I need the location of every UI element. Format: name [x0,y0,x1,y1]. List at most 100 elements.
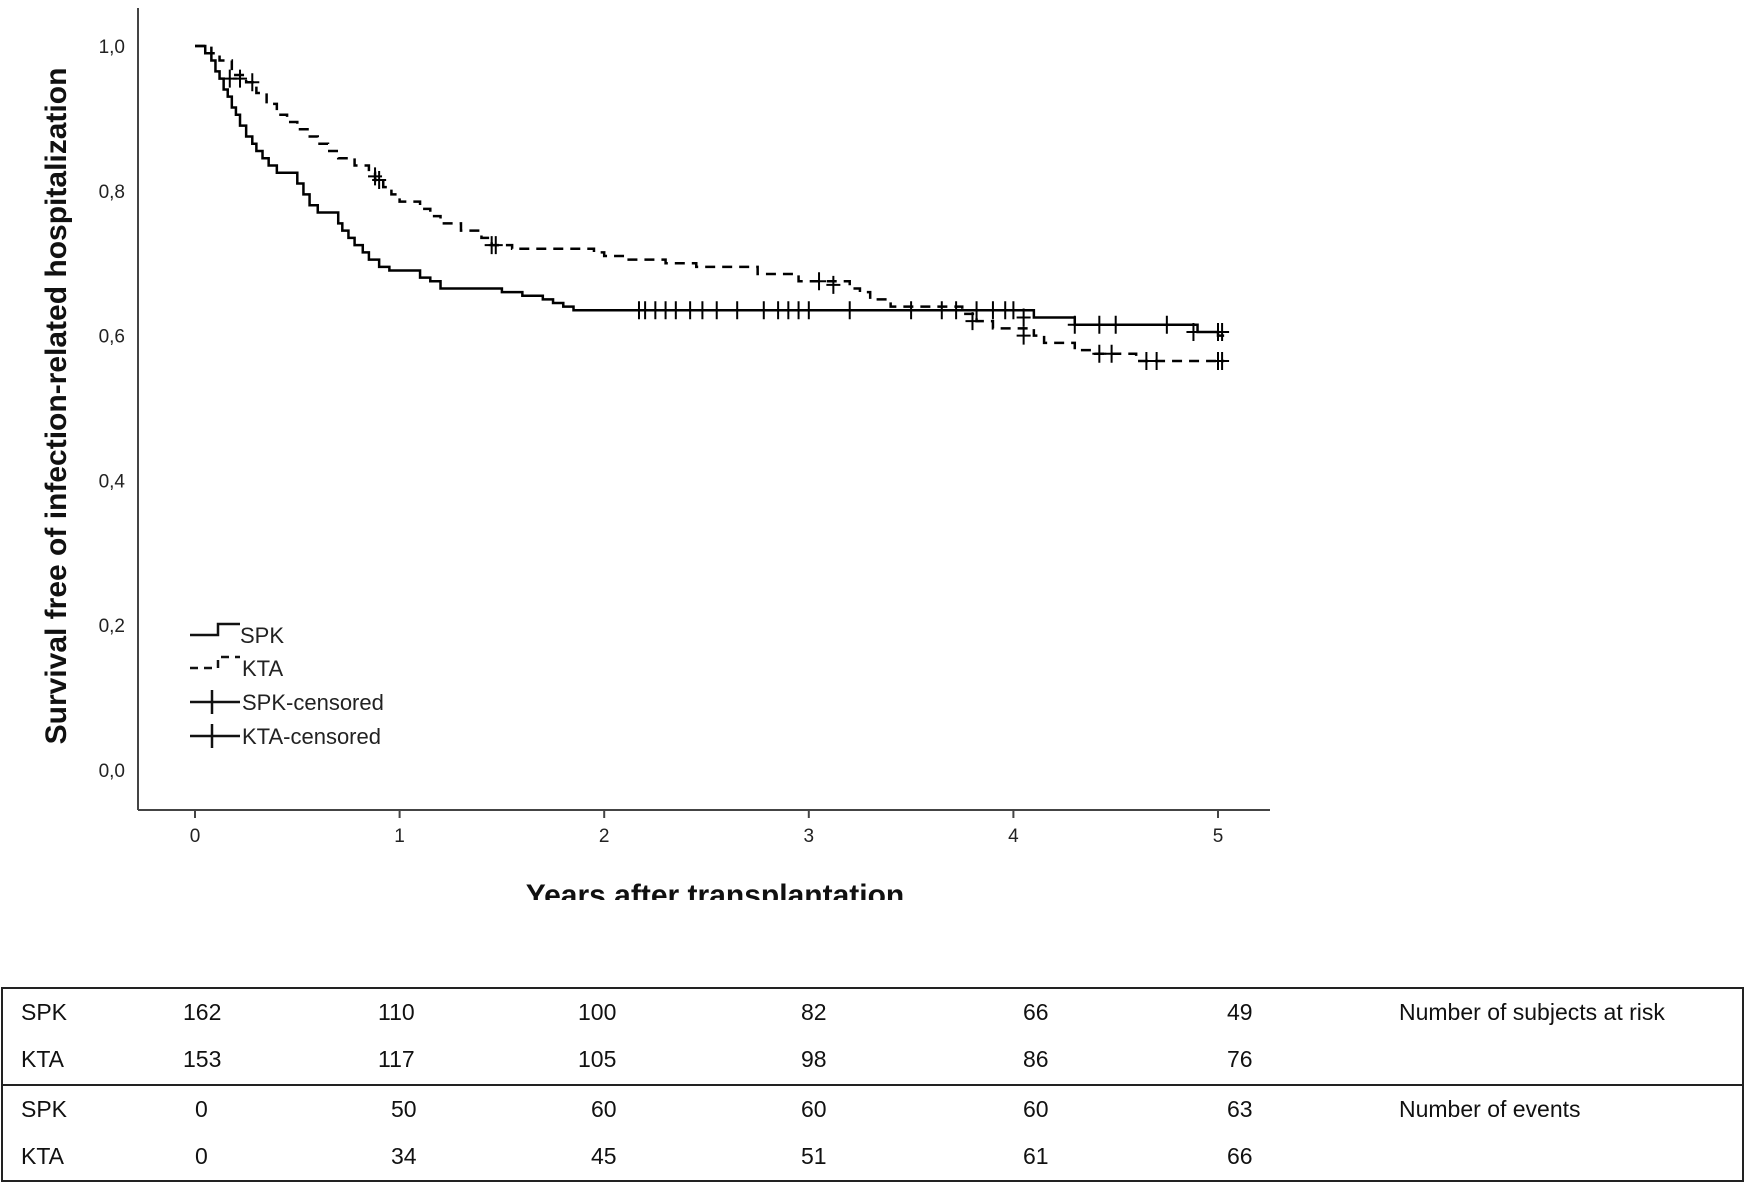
event-cell: 60 [591,1096,617,1122]
censor-mark-spk [904,301,919,320]
censor-mark-spk [730,301,745,320]
legend-label-kta: KTA [242,656,283,681]
y-tick-label: 0,4 [99,471,126,492]
censor-mark-spk [1006,301,1021,320]
y-tick-label: 0,8 [99,182,125,203]
risk-table: SPK 162 110 100 82 66 49 Number of subje… [1,987,1744,1182]
subjects-at-risk-label: Number of subjects at risk [1399,999,1665,1025]
risk-row-kta-events: KTA 0 34 45 51 61 66 [3,1133,1742,1180]
x-tick-label: 2 [599,826,610,847]
series-line-kta [195,44,1225,363]
legend-label-spk: SPK [240,623,284,648]
y-tick-labels: 0,0 0,2 0,4 0,6 0,8 1,0 [99,37,126,782]
censor-mark-spk [1108,315,1123,334]
risk-cell: 76 [1227,1046,1253,1072]
risk-cell: 49 [1227,999,1253,1025]
x-tick-label: 4 [1008,826,1019,847]
censor-mark-spk [1067,315,1082,334]
legend-item-kta-censored: KTA-censored [190,724,381,749]
event-cell: 66 [1227,1143,1253,1169]
censor-mark-spk [934,301,949,320]
legend-item-spk-censored: SPK-censored [190,690,384,715]
censor-mark-kta [233,69,248,88]
event-cell: 60 [1023,1096,1049,1122]
legend-item-spk: SPK [190,622,284,648]
event-cell: 0 [195,1143,208,1169]
risk-cell: 110 [378,999,415,1025]
censor-mark-spk [668,301,683,320]
legend: SPK KTA SPK-censored KTA-censored [190,622,384,749]
risk-cell: 100 [578,999,617,1025]
censor-mark-kta [1149,351,1164,370]
x-tick-label: 0 [190,826,201,847]
risk-cell: 105 [578,1046,617,1072]
row-group-label: SPK [21,1096,68,1122]
legend-item-kta: KTA [190,655,283,681]
censor-mark-spk [1092,315,1107,334]
censor-mark-spk [985,301,1000,320]
censor-mark-kta [965,312,980,331]
y-tick-label: 1,0 [99,37,125,58]
legend-swatch-spk-censored [190,690,240,714]
event-cell: 51 [801,1143,827,1169]
censor-mark-kta [826,275,841,294]
risk-row-spk-events: SPK 0 50 60 60 60 63 Number of events [3,1086,1742,1133]
events-label: Number of events [1399,1096,1581,1122]
row-group-label: KTA [21,1046,65,1072]
x-tick-label: 3 [804,826,815,847]
row-group-label: SPK [21,999,68,1025]
censor-mark-kta [1016,326,1031,345]
censor-mark-kta [372,170,387,189]
censor-mark-kta [812,272,827,291]
censor-mark-spk [695,301,710,320]
censor-mark-spk [756,301,771,320]
table-divider [3,1084,1742,1086]
y-tick-label: 0,6 [99,327,125,348]
legend-swatch-spk [190,622,240,637]
x-tick-label: 1 [394,826,405,847]
censor-mark-kta [245,73,260,92]
risk-cell: 117 [378,1046,415,1072]
censor-mark-spk [949,301,964,320]
event-cell: 60 [801,1096,827,1122]
censor-mark-spk [1215,322,1230,341]
risk-row-spk-at-risk: SPK 162 110 100 82 66 49 Number of subje… [3,989,1742,1036]
legend-label-spk-censored: SPK-censored [242,690,384,715]
censor-mark-kta [1215,351,1230,370]
series-layer [195,44,1230,370]
series-line-spk [195,44,1225,337]
legend-label-kta-censored: KTA-censored [242,724,381,749]
y-tick-label: 0,0 [99,761,125,782]
event-cell: 61 [1023,1143,1049,1169]
censor-mark-kta [1092,344,1107,363]
censor-mark-kta [488,236,503,255]
kaplan-meier-chart: 0,0 0,2 0,4 0,6 0,8 1,0 0 1 2 3 4 5 Years after tr… [40,8,1270,900]
event-cell: 0 [195,1096,208,1122]
y-axis-title: Survival free of infection-related hospi… [40,68,73,745]
x-tick-labels: 0 1 2 3 4 5 [190,810,1223,847]
censor-mark-spk [969,301,984,320]
risk-cell: 86 [1023,1046,1049,1072]
censor-mark-spk [1159,315,1174,334]
legend-swatch-kta-censored [190,724,240,748]
censor-mark-spk [709,301,724,320]
censor-mark-spk [1186,322,1201,341]
risk-cell: 66 [1023,999,1049,1025]
risk-cell: 82 [801,999,827,1025]
risk-cell: 162 [183,999,222,1025]
censor-mark-spk [1016,308,1031,327]
risk-cell: 98 [801,1046,827,1072]
row-group-label: KTA [21,1143,65,1169]
event-cell: 63 [1227,1096,1253,1122]
risk-row-kta-at-risk: KTA 153 117 105 98 86 76 [3,1036,1742,1083]
censor-mark-spk [683,301,698,320]
x-axis-title: Years after transplantation [526,879,904,900]
censor-mark-spk [801,301,816,320]
event-cell: 45 [591,1143,617,1169]
legend-swatch-kta [190,655,240,670]
risk-cell: 153 [183,1046,222,1072]
censor-mark-spk [842,301,857,320]
event-cell: 34 [391,1143,417,1169]
event-cell: 50 [391,1096,417,1122]
y-tick-label: 0,2 [99,616,125,637]
